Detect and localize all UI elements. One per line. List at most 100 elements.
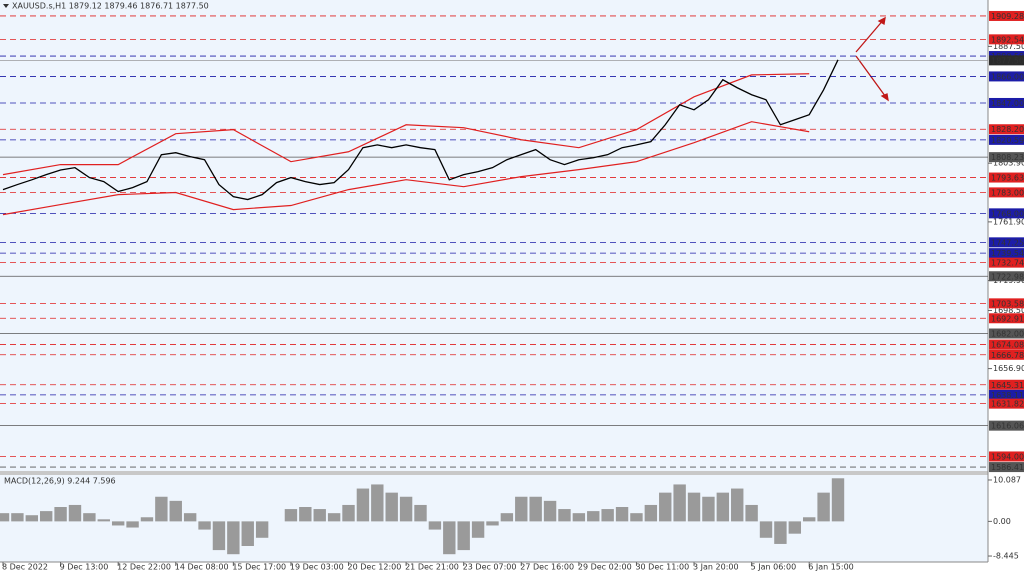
y-tick-label: 0.00 [993, 517, 1011, 526]
macd-bar [25, 515, 38, 522]
level-label-box [989, 208, 1024, 219]
macd-bar [227, 521, 240, 555]
level-label: 1594.00 [991, 452, 1024, 461]
macd-bar [486, 521, 499, 526]
x-tick-label: 15 Dec 17:00 [232, 563, 286, 572]
level-label: 1892.54 [991, 35, 1024, 44]
projection-arrows [855, 16, 889, 102]
level-label-box [989, 398, 1024, 409]
macd-bar [587, 511, 600, 522]
macd-bar [97, 519, 110, 522]
x-tick-label: 30 Dec 11:00 [635, 563, 689, 572]
macd-bar [371, 484, 384, 522]
macd-bar [831, 478, 845, 522]
macd-bar [702, 496, 715, 522]
level-label-box [989, 248, 1024, 259]
level-label-box [989, 298, 1024, 309]
level-label-box [989, 97, 1024, 108]
macd-bar [0, 513, 10, 522]
level-label-box [989, 124, 1024, 135]
x-tick-label: 23 Dec 07:00 [463, 563, 517, 572]
axis-panel [988, 0, 1024, 573]
macd-bar [443, 521, 456, 555]
y-tick-label: 1887.50 [993, 42, 1024, 51]
level-label: 1828.20 [991, 125, 1024, 134]
macd-bar [457, 521, 470, 551]
x-tick-label: 3 Jan 20:00 [693, 563, 739, 572]
macd-bar [673, 484, 686, 522]
chart-title: XAUUSD.s,H1 1879.12 1879.46 1876.71 1877… [12, 2, 209, 11]
macd-bar [327, 513, 341, 522]
macd-bar [356, 488, 370, 522]
x-tick-label: 29 Dec 02:00 [578, 563, 632, 572]
macd-bar [615, 507, 629, 522]
macd-bar [428, 521, 442, 530]
level-label: 1808.23 [991, 153, 1024, 162]
x-tick-label: 5 Jan 06:00 [751, 563, 797, 572]
level-label: 1722.98 [991, 272, 1024, 281]
macd-bar [601, 509, 614, 522]
level-label: 1820.59 [991, 136, 1024, 145]
level-label-box [989, 271, 1024, 282]
x-tick-label: 19 Dec 03:00 [290, 563, 344, 572]
level-label-box [989, 462, 1024, 473]
x-tick-label: 14 Dec 08:00 [175, 563, 229, 572]
x-tick-label: 21 Dec 21:00 [405, 563, 459, 572]
macd-bar [471, 521, 485, 538]
macd-bar [817, 492, 830, 522]
macd-bar [385, 492, 398, 522]
current-price-box [989, 55, 1024, 66]
macd-bar [515, 496, 528, 522]
level-label-box [989, 34, 1024, 45]
panel-separator [0, 471, 988, 475]
level-label: 1666.78 [991, 351, 1024, 360]
x-tick-label: 8 Dec 2022 [2, 563, 48, 572]
level-label-box [989, 187, 1024, 198]
macd-bar [39, 511, 53, 522]
macd-bar [803, 517, 816, 522]
level-label: 1732.74 [991, 259, 1024, 268]
macd-bar [558, 509, 571, 522]
menu-icon [3, 4, 9, 8]
level-label: 1682.00 [991, 330, 1024, 339]
level-label: 1586.41 [991, 463, 1024, 472]
level-label: 1616.06 [991, 422, 1024, 431]
macd-title: MACD(12,26,9) 9.244 7.596 [4, 477, 116, 486]
level-label: 1866.00 [991, 72, 1024, 81]
level-label: 1631.82 [991, 400, 1024, 409]
y-tick-label: 1761.90 [993, 217, 1024, 226]
macd-bar [716, 492, 730, 522]
level-label: 1638.11 [991, 391, 1024, 400]
level-label-box [989, 237, 1024, 248]
bollinger-upper [2, 73, 810, 176]
level-label-box [989, 172, 1024, 183]
level-label: 1692.91 [991, 314, 1024, 323]
x-tick-label: 6 Jan 15:00 [808, 563, 854, 572]
level-label-box [989, 71, 1024, 82]
macd-bar [774, 521, 787, 544]
plot-background [0, 0, 988, 562]
level-label-box [989, 313, 1024, 324]
x-tick-label: 9 Dec 13:00 [60, 563, 109, 572]
level-label: 1739.54 [991, 249, 1024, 258]
macd-bar [255, 521, 269, 538]
macd-bar [659, 492, 672, 522]
macd-bar [111, 521, 125, 526]
level-label-box [989, 152, 1024, 163]
level-label-box [989, 257, 1024, 268]
macd-bar [572, 513, 586, 522]
macd-bar [687, 492, 701, 522]
y-tick-label: 1656.90 [993, 364, 1024, 373]
x-tick-label: 12 Dec 22:00 [117, 563, 171, 572]
macd-bar [529, 496, 542, 522]
level-label-box [989, 451, 1024, 462]
level-label-box [989, 379, 1024, 390]
level-label-box [989, 349, 1024, 360]
x-tick-label: 20 Dec 12:00 [348, 563, 402, 572]
y-tick-label: -8.445 [993, 552, 1019, 561]
macd-bar [83, 513, 96, 522]
bollinger-lower [2, 121, 810, 216]
macd-bar [414, 504, 427, 522]
macd-bar [140, 517, 154, 522]
level-label: 1909.28 [991, 12, 1024, 21]
